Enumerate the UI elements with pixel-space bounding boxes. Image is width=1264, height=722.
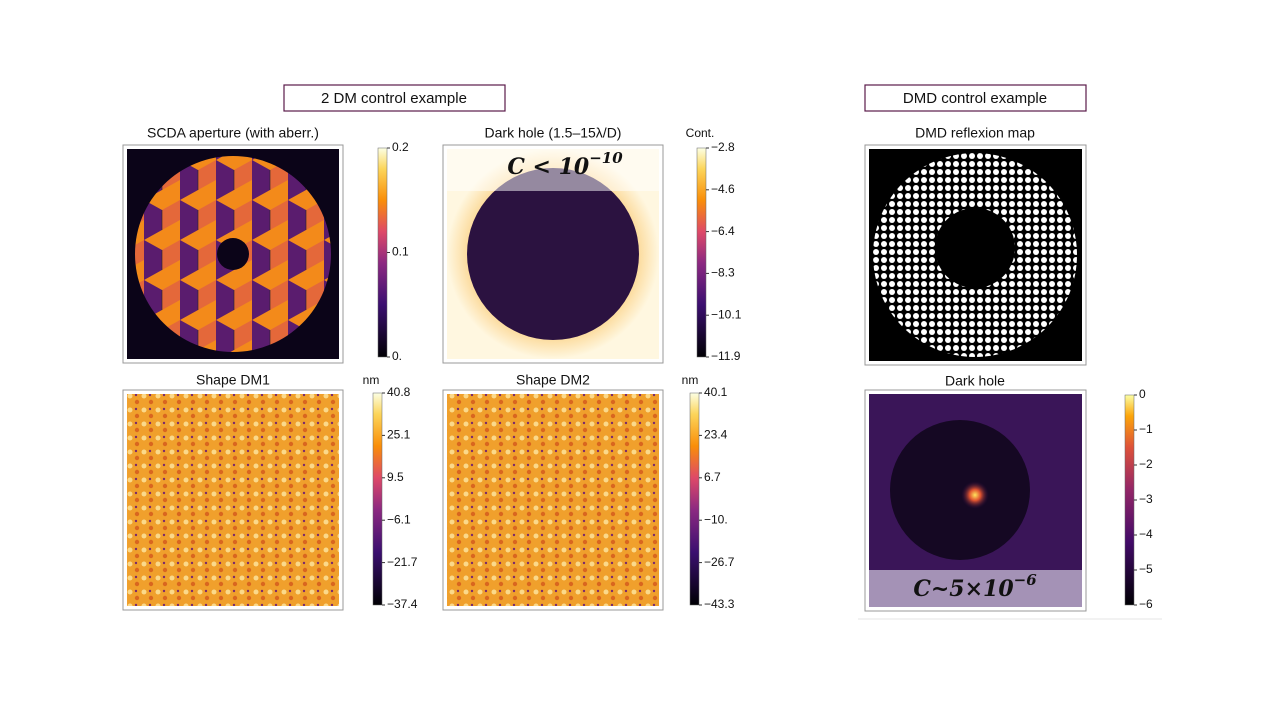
panel-title: DMD reflexion map <box>915 125 1035 141</box>
colorbar-unit: nm <box>682 373 699 387</box>
annotation: C < 10−10 <box>507 149 623 180</box>
colorbar-tick-label: −2.8 <box>711 140 735 154</box>
section-title: 2 DM control example <box>321 90 467 107</box>
colorbar-tick-label: −26.7 <box>704 555 735 569</box>
colorbar-tick-label: 0. <box>392 349 402 363</box>
colorbar-tick-label: 0 <box>1139 387 1146 401</box>
annotation-exponent: −6 <box>1014 571 1038 589</box>
colorbar-tick-label: −21.7 <box>387 555 418 569</box>
colorbar <box>689 392 700 606</box>
section-box <box>864 84 1087 112</box>
colorbar-tick-label: −1 <box>1139 422 1153 436</box>
colorbar-tick-label: −4 <box>1139 527 1153 541</box>
colorbar <box>1124 394 1135 606</box>
annotation-exponent: −10 <box>589 149 623 167</box>
colorbar-tick-label: −37.4 <box>387 597 418 611</box>
colorbar-tick-label: −5 <box>1139 562 1153 576</box>
colorbar-tick-label: 0.2 <box>392 140 409 154</box>
colorbar <box>372 392 383 606</box>
colorbar-tick-label: −3 <box>1139 492 1153 506</box>
colorbar-tick-label: −10. <box>704 512 728 526</box>
colorbar-tick-label: −8.3 <box>711 266 735 280</box>
colorbar-tick-label: 9.5 <box>387 470 404 484</box>
section-title: DMD control example <box>903 90 1047 107</box>
panel-title: Dark hole (1.5–15λ/D) <box>485 125 622 141</box>
colorbar-tick-label: 40.1 <box>704 385 728 399</box>
annotation-base: C < 10 <box>507 154 590 180</box>
panel-title: SCDA aperture (with aberr.) <box>147 125 319 141</box>
panel-title: Shape DM1 <box>196 372 270 388</box>
images <box>122 144 1162 620</box>
colorbar-tick-label: −2 <box>1139 457 1153 471</box>
colorbar-tick-label: −43.3 <box>704 597 735 611</box>
colorbar-tick-label: 25.1 <box>387 428 411 442</box>
colorbar-tick-label: 6.7 <box>704 470 721 484</box>
colorbar-tick-label: 40.8 <box>387 385 411 399</box>
panel-title: Dark hole <box>945 373 1005 389</box>
colorbar-tick-label: 0.1 <box>392 245 409 259</box>
colorbar-tick-label: −11.9 <box>711 349 741 363</box>
annotation: C~5×10−6 <box>913 571 1037 602</box>
panel-title: Shape DM2 <box>516 372 590 388</box>
colorbar <box>377 147 388 358</box>
colorbar <box>696 147 707 358</box>
section-box <box>283 84 506 112</box>
colorbar-tick-label: −6.1 <box>387 512 411 526</box>
colorbar-unit: Cont. <box>686 126 715 140</box>
colorbar-unit: nm <box>363 373 380 387</box>
colorbar-tick-label: −6.4 <box>711 224 735 238</box>
colorbar-tick-label: −4.6 <box>711 182 735 196</box>
colorbar-tick-label: 23.4 <box>704 428 728 442</box>
annotation-base: C~5×10 <box>913 576 1014 602</box>
colorbar-tick-label: −10.1 <box>711 307 742 321</box>
colorbar-tick-label: −6 <box>1139 597 1153 611</box>
